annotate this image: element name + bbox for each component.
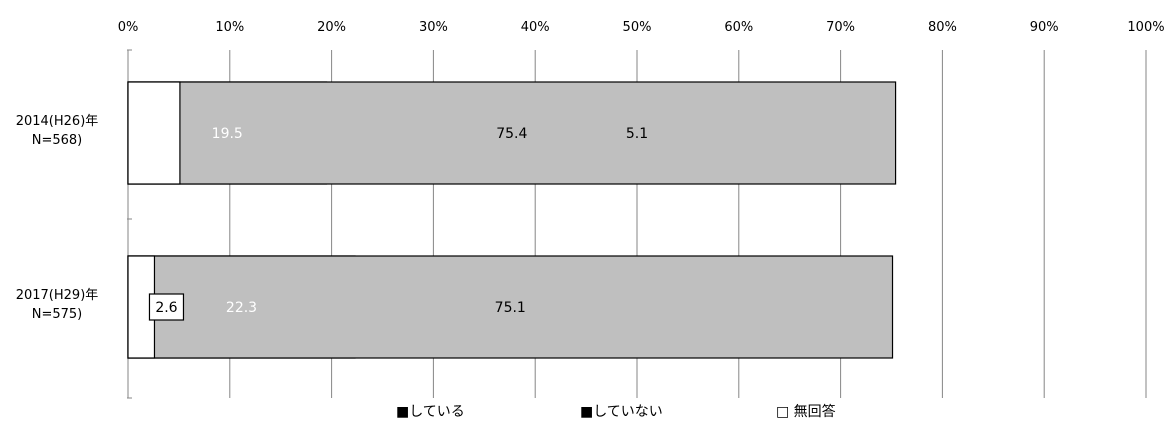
bar-segment [127,81,181,185]
legend-item: ■していない [580,404,663,420]
x-tick-label: 20% [317,20,346,35]
category-label: N=568) [32,133,83,148]
x-tick-label: 80% [928,20,957,35]
x-tick-label: 30% [419,20,448,35]
x-axis-ticks: 0% 10% 20% 30% 40% 50% 60% 70% 80% 90% 100% [118,20,1165,35]
legend-item: □ 無回答 [776,403,836,420]
category-label: 2014(H26)年 [16,114,99,129]
legend: ■している ■していない □ 無回答 [396,403,836,420]
bar-segment [127,255,894,359]
x-tick-label: 70% [826,20,855,35]
data-label-box [148,293,185,321]
data-label: 2.6 [155,300,177,316]
category-label: 2017(H29)年 [16,288,99,303]
bars [127,81,897,359]
data-label: 19.5 [212,126,243,142]
data-label: 75.4 [496,126,527,142]
data-label: 22.3 [226,300,257,316]
x-tick-label: 60% [724,20,753,35]
x-tick-label: 90% [1030,20,1059,35]
x-tick-label: 10% [215,20,244,35]
x-tick-label: 0% [118,20,139,35]
bar-segment [127,81,897,185]
x-tick-label: 50% [623,20,652,35]
data-label: 75.1 [495,300,526,316]
data-labels: 19.5 75.4 5.1 22.3 75.1 2.6 [148,126,648,321]
legend-item: ■している [396,404,465,420]
category-label: N=575) [32,307,83,322]
x-tick-label: 40% [521,20,550,35]
data-label: 5.1 [626,126,648,142]
x-tick-label: 100% [1127,20,1164,35]
category-labels: 2014(H26)年 N=568) 2017(H29)年 N=575) [16,114,99,322]
